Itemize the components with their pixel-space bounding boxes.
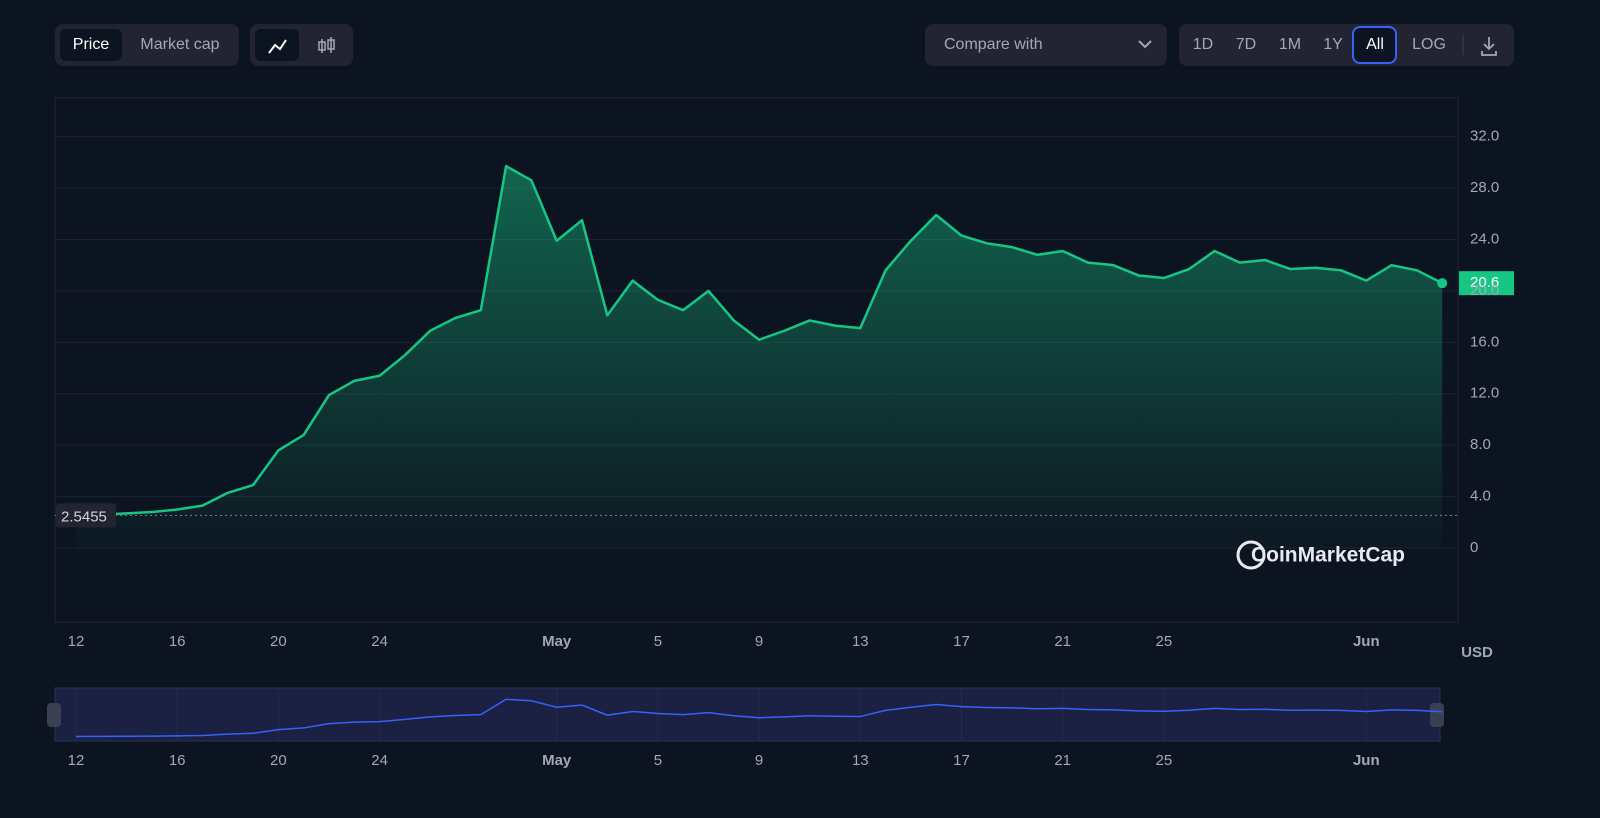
y-tick-label: 0 bbox=[1470, 539, 1478, 556]
x-tick-label: 21 bbox=[1054, 633, 1071, 650]
nav-x-tick-label: Jun bbox=[1353, 752, 1380, 769]
currency-label: USD bbox=[1461, 644, 1493, 661]
nav-handle-right[interactable] bbox=[1430, 703, 1444, 727]
nav-x-tick-label: 13 bbox=[852, 752, 869, 769]
line-icon bbox=[268, 39, 287, 54]
x-tick-label: 5 bbox=[654, 633, 662, 650]
x-tick-label: 24 bbox=[371, 633, 388, 650]
y-tick-label: 8.0 bbox=[1470, 436, 1491, 453]
range-button[interactable]: 1M bbox=[1279, 36, 1301, 53]
range-button[interactable]: All bbox=[1366, 36, 1384, 53]
start-price-badge bbox=[56, 503, 116, 528]
nav-line bbox=[75, 698, 1443, 738]
y-tick-label: 28.0 bbox=[1470, 179, 1499, 196]
watermark: CoinMarketCap bbox=[1251, 544, 1405, 567]
chevron bbox=[1138, 40, 1152, 49]
watermark-logo bbox=[1236, 540, 1266, 570]
nav-x-tick-label: 21 bbox=[1054, 752, 1071, 769]
range-button[interactable]: 1D bbox=[1193, 36, 1213, 53]
nav-x-tick-label: 24 bbox=[371, 752, 388, 769]
nav-handle-left[interactable] bbox=[47, 703, 61, 727]
nav-x-tick-label: 25 bbox=[1156, 752, 1173, 769]
x-tick-label: 17 bbox=[953, 633, 970, 650]
download-icon[interactable] bbox=[1481, 37, 1497, 56]
navigator[interactable] bbox=[54, 687, 1441, 742]
current-price-label: 20.6 bbox=[1470, 274, 1499, 291]
price-area bbox=[76, 166, 1443, 549]
y-tick-label: 32.0 bbox=[1470, 128, 1499, 145]
y-tick-label: 12.0 bbox=[1470, 385, 1499, 402]
y-tick-label: 16.0 bbox=[1470, 333, 1499, 350]
x-tick-label: 12 bbox=[68, 633, 85, 650]
x-tick-label: Jun bbox=[1353, 633, 1380, 650]
start-price-label: 2.5455 bbox=[61, 508, 107, 525]
range-button[interactable]: 1Y bbox=[1323, 36, 1343, 53]
nav-x-tick-label: 9 bbox=[755, 752, 763, 769]
line-chart-button[interactable] bbox=[255, 29, 299, 61]
y-tick-label: 4.0 bbox=[1470, 488, 1491, 505]
nav-x-tick-label: May bbox=[542, 752, 572, 769]
x-tick-label: 25 bbox=[1156, 633, 1173, 650]
nav-x-tick-label: 5 bbox=[654, 752, 662, 769]
compare-dropdown[interactable] bbox=[925, 24, 1167, 66]
range-button[interactable]: 7D bbox=[1236, 36, 1256, 53]
last-point bbox=[1437, 278, 1448, 289]
y-tick-label: 20.0 bbox=[1470, 282, 1499, 299]
range-group bbox=[1179, 24, 1514, 66]
log-button[interactable]: LOG bbox=[1412, 36, 1446, 53]
nav-x-tick-label: 16 bbox=[169, 752, 186, 769]
plot-frame bbox=[54, 97, 1459, 623]
candle-icon[interactable] bbox=[318, 37, 335, 53]
compare-label: Compare with bbox=[944, 36, 1043, 53]
x-tick-label: 13 bbox=[852, 633, 869, 650]
x-tick-label: May bbox=[542, 633, 572, 650]
price-button[interactable]: Price bbox=[73, 36, 110, 53]
nav-x-tick-label: 20 bbox=[270, 752, 287, 769]
nav-x-tick-label: 12 bbox=[68, 752, 85, 769]
x-tick-label: 16 bbox=[169, 633, 186, 650]
x-tick-label: 9 bbox=[755, 633, 763, 650]
toggle-active bbox=[60, 29, 122, 61]
range-active bbox=[1352, 26, 1397, 64]
market-cap-button[interactable]: Market cap bbox=[140, 36, 219, 53]
current-price-badge bbox=[1459, 271, 1514, 296]
price-line bbox=[75, 164, 1443, 517]
nav-x-tick-label: 17 bbox=[953, 752, 970, 769]
y-tick-label: 24.0 bbox=[1470, 230, 1499, 247]
x-tick-label: 20 bbox=[270, 633, 287, 650]
